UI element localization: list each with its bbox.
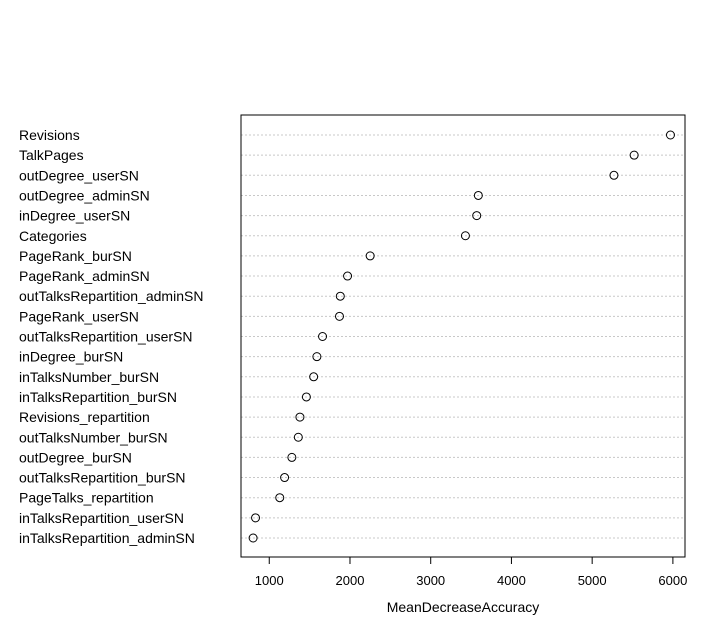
data-point xyxy=(248,533,258,543)
category-label: outTalksNumber_burSN xyxy=(19,429,168,445)
category-label: outTalksRepartition_userSN xyxy=(19,329,193,345)
data-point xyxy=(472,211,482,221)
data-point xyxy=(312,352,322,362)
data-point xyxy=(473,190,483,200)
data-point xyxy=(280,473,290,483)
category-label: Revisions_repartition xyxy=(19,409,150,425)
data-point xyxy=(609,170,619,180)
category-label: inTalksRepartition_userSN xyxy=(19,510,184,526)
x-tick-label: 3000 xyxy=(416,573,445,588)
data-point xyxy=(287,452,297,462)
x-tick-label: 2000 xyxy=(336,573,365,588)
category-label: TalkPages xyxy=(19,147,84,163)
data-point xyxy=(343,271,353,281)
gridlines xyxy=(241,134,685,539)
data-point xyxy=(335,291,345,301)
data-point xyxy=(665,130,675,140)
data-point xyxy=(365,251,375,261)
category-label: outDegree_adminSN xyxy=(19,187,150,203)
category-label: outDegree_userSN xyxy=(19,167,139,183)
category-label: Categories xyxy=(19,228,87,244)
category-label: inTalksRepartition_burSN xyxy=(19,389,177,405)
category-label: inTalksRepartition_adminSN xyxy=(19,530,195,546)
category-labels: Revisions TalkPages outDegree_userSN outDeg… xyxy=(19,127,203,546)
category-label: PageTalks_repartition xyxy=(19,490,154,506)
data-points xyxy=(248,130,675,543)
data-point xyxy=(309,372,319,382)
x-axis-title: MeanDecreaseAccuracy xyxy=(387,599,540,615)
category-label: Revisions xyxy=(19,127,80,143)
category-label: PageRank_userSN xyxy=(19,308,139,324)
x-tick-label: 6000 xyxy=(658,573,687,588)
category-label: PageRank_adminSN xyxy=(19,268,150,284)
category-label: outDegree_burSN xyxy=(19,449,132,465)
data-point xyxy=(295,412,305,422)
data-point xyxy=(460,231,470,241)
category-label: PageRank_burSN xyxy=(19,248,132,264)
data-point xyxy=(251,513,261,523)
data-point xyxy=(334,311,344,321)
x-tick-label: 5000 xyxy=(578,573,607,588)
x-axis: 1000 2000 3000 4000 5000 6000 xyxy=(255,556,687,588)
data-point xyxy=(301,392,311,402)
x-tick-label: 1000 xyxy=(255,573,284,588)
category-label: inDegree_burSN xyxy=(19,349,123,365)
data-point xyxy=(318,332,328,341)
data-point xyxy=(293,432,303,442)
category-label: outTalksRepartition_adminSN xyxy=(19,288,203,304)
category-label: outTalksRepartition_burSN xyxy=(19,470,186,486)
data-point xyxy=(275,493,285,503)
x-tick-label: 4000 xyxy=(497,573,526,588)
category-label: inDegree_userSN xyxy=(19,208,130,224)
category-label: inTalksNumber_burSN xyxy=(19,369,159,385)
data-point xyxy=(629,150,639,160)
